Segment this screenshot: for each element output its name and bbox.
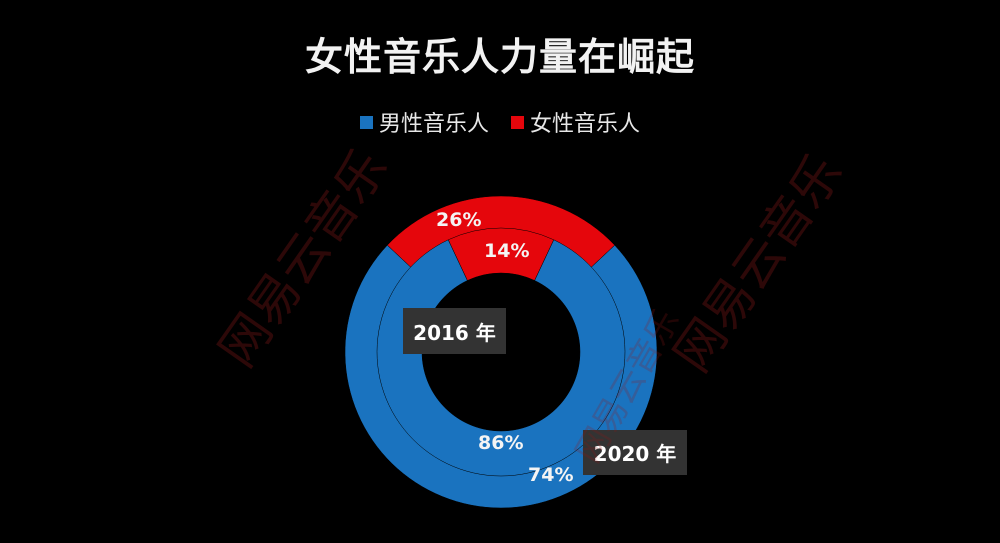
year-label-2016: 2016 年 [403, 308, 506, 354]
legend-swatch-male [359, 115, 373, 129]
year-label-2020: 2020 年 [583, 430, 687, 475]
label-2020-female: 26% [436, 209, 482, 231]
legend-label-female: 女性音乐人 [530, 112, 641, 137]
label-2016-female: 14% [484, 240, 530, 262]
slice-2016-male [376, 239, 626, 477]
chart-title: 女性音乐人力量在崛起 [304, 35, 695, 79]
legend-swatch-female [511, 115, 524, 129]
legend-label-male: 男性音乐人 [378, 112, 489, 137]
label-2016-male: 86% [478, 432, 524, 454]
label-2020-male: 74% [528, 464, 574, 486]
legend-item-female: 女性音乐人 [511, 106, 640, 138]
legend-item-male: 男性音乐人 [359, 106, 489, 138]
legend: 男性音乐人 女性音乐人 [0, 106, 1000, 138]
